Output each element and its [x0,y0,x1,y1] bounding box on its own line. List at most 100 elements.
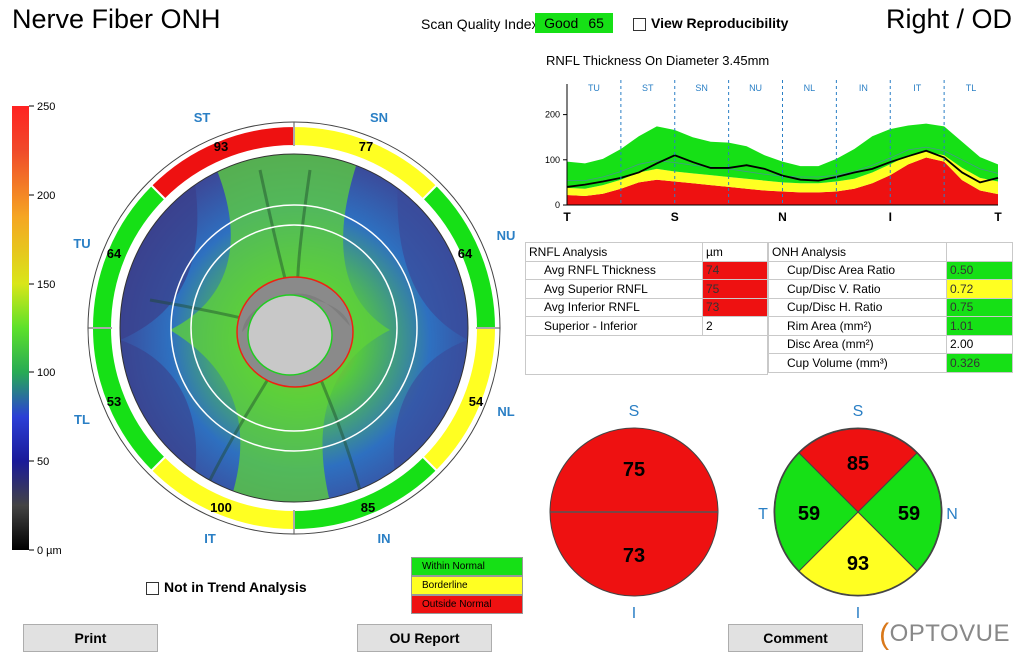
sector-thickness-map: 93 77 64 54 85 100 53 64 ST SN NU NL IN … [73,110,516,546]
onh-row-label: Rim Area (mm²) [768,316,947,336]
table-row: Avg RNFL Thickness 74 [525,260,768,280]
band-borderline [567,151,998,196]
page-title: Nerve Fiber ONH [12,4,221,34]
sector-label: ST [642,83,654,93]
x-tick-label: N [778,210,787,224]
sector-label-tl: TL [74,412,90,427]
table-row: Cup/Disc Area Ratio 0.50 [768,260,1013,280]
scan-quality-badge: Good 65 [535,13,613,33]
band-outside-normal [567,157,998,205]
optic-cup [247,294,333,376]
y-tick-label: 100 [545,155,560,165]
hemi-i-label: I [632,605,636,622]
rnfl-row-value: 75 [702,279,768,299]
logo-swoosh-icon: ( [879,618,890,651]
onh-row-label: Disc Area (mm²) [768,334,947,354]
colorbar-tick: 200 [37,190,55,202]
not-in-trend-label: Not in Trend Analysis [164,579,307,595]
sector-label-in: IN [378,531,391,546]
onh-row-value: 0.72 [946,279,1013,299]
rnfl-row-label: Avg Superior RNFL [525,279,703,299]
checkbox-box[interactable] [146,581,159,595]
sector-value-sn: 77 [359,139,373,154]
normative-legend: Within Normal Borderline Outside Normal [411,557,523,614]
sector-value-nl: 54 [469,394,484,409]
onh-row-label: Cup/Disc Area Ratio [768,260,947,280]
onh-analysis-table: ONH Analysis Cup/Disc Area Ratio 0.50 Cu… [768,242,1013,373]
rnfl-table-unit: µm [702,242,768,262]
quad-i-label: I [856,605,860,622]
legend-outside-normal: Outside Normal [411,595,523,614]
sector-label-nl: NL [497,404,514,419]
hemi-superior-value: 75 [623,459,645,481]
patient-rnfl-line [566,149,999,188]
hemi-inferior-value: 73 [623,545,645,567]
scan-quality-label: Scan Quality Index [421,16,539,32]
quad-superior [798,428,918,513]
quad-temporal [774,452,859,572]
quad-t-label: T [758,506,768,523]
quad-inferior-value: 93 [847,553,869,575]
hemi-s-label: S [629,403,640,420]
hemisphere-average-chart: S I 75 73 [549,403,719,622]
quadrant-average-chart: S I T N 85 59 59 93 [758,403,958,622]
onh-table-header: ONH Analysis [768,242,947,262]
table-row: Superior - Inferior 2 [525,316,768,336]
x-tick-label: T [563,210,571,224]
hemi-superior [549,427,719,513]
band-within-normal [567,123,998,189]
rnfl-row-label: Superior - Inferior [525,316,703,336]
onh-table-unit [946,242,1013,262]
sector-label-st: ST [194,110,211,125]
rnfl-row-value: 73 [702,297,768,317]
onh-row-label: Cup Volume (mm³) [768,353,947,373]
rnfl-analysis-table: RNFL Analysis µm Avg RNFL Thickness 74 A… [525,242,768,375]
colorbar-tick: 100 [37,367,55,379]
x-tick-label: S [671,210,679,224]
not-in-trend-checkbox[interactable]: Not in Trend Analysis [146,579,307,595]
sector-label: IT [913,83,922,93]
scan-quality-value: 65 [588,15,604,31]
sector-label: NL [804,83,816,93]
table-row: Avg Inferior RNFL 73 [525,297,768,317]
logo-text: OPTOVUE [889,620,1010,647]
table-row: Cup Volume (mm³) 0.326 [768,353,1013,373]
y-tick-label: 0 [555,200,560,210]
sector-label: IN [859,83,868,93]
sector-label: NU [749,83,762,93]
comment-button[interactable]: Comment [728,624,863,652]
sector-value-tu: 64 [107,246,122,261]
optovue-logo: (OPTOVUE [879,618,1010,652]
sector-label-nu: NU [497,228,516,243]
table-row: Rim Area (mm²) 1.01 [768,316,1013,336]
thickness-colorbar: 250 200 150 100 50 0 µm [12,101,62,557]
onh-row-value: 0.50 [946,260,1013,280]
x-tick-label: T [994,210,1002,224]
chart-title: RNFL Thickness On Diameter 3.45mm [546,53,770,68]
legend-within-normal: Within Normal [411,557,523,576]
quad-nasal-value: 59 [898,503,920,525]
view-reproducibility-checkbox[interactable]: View Reproducibility [633,15,788,31]
onh-row-label: Cup/Disc V. Ratio [768,279,947,299]
quad-n-label: N [946,506,958,523]
sector-label-it: IT [204,531,216,546]
onh-row-value: 2.00 [946,334,1013,354]
eye-label: Right / OD [885,4,1012,34]
checkbox-box[interactable] [633,17,646,31]
hemi-inferior [549,511,719,597]
rnfl-table-header: RNFL Analysis [525,242,703,262]
table-row: Cup/Disc V. Ratio 0.72 [768,279,1013,299]
rnfl-row-value: 2 [702,316,768,336]
onh-row-value: 1.01 [946,316,1013,336]
quad-s-label: S [853,403,864,420]
ou-report-button[interactable]: OU Report [357,624,492,652]
x-tick-label: I [889,210,892,224]
sector-value-tl: 53 [107,394,121,409]
table-row: Avg Superior RNFL 75 [525,279,768,299]
quad-temporal-value: 59 [798,503,820,525]
sector-label: TU [588,83,600,93]
onh-row-value: 0.326 [946,353,1013,373]
sector-label: SN [695,83,708,93]
print-button[interactable]: Print [23,624,158,652]
